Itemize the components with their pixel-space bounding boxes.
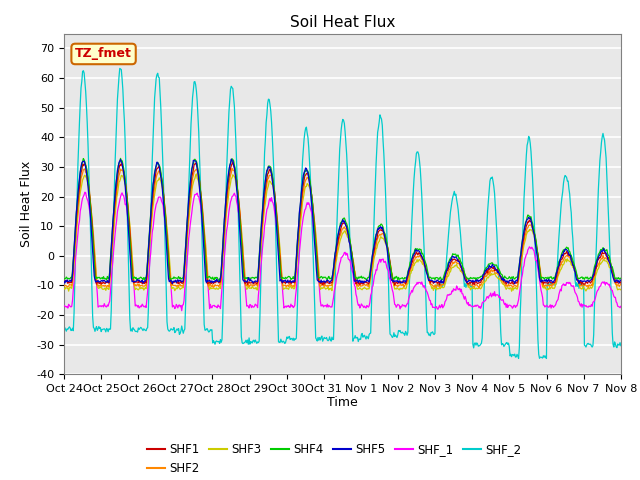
X-axis label: Time: Time: [327, 396, 358, 408]
Legend: SHF1, SHF2, SHF3, SHF4, SHF5, SHF_1, SHF_2: SHF1, SHF2, SHF3, SHF4, SHF5, SHF_1, SHF…: [142, 438, 527, 480]
Text: TZ_fmet: TZ_fmet: [75, 48, 132, 60]
Y-axis label: Soil Heat Flux: Soil Heat Flux: [20, 161, 33, 247]
Title: Soil Heat Flux: Soil Heat Flux: [290, 15, 395, 30]
